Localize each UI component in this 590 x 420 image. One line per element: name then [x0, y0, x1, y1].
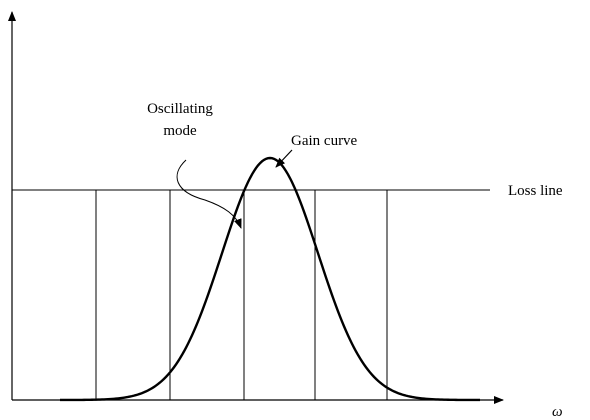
gain-pointer: [275, 149, 293, 168]
mode-pointer: [176, 159, 242, 229]
mode-label: Oscillating: [147, 101, 213, 117]
loss-label: Loss line: [508, 183, 563, 199]
mode-label: mode: [163, 123, 197, 139]
x-axis-label: ω: [552, 404, 563, 420]
mode-lines: [95, 190, 388, 400]
gain-label: Gain curve: [291, 133, 358, 149]
gain-curve: [60, 156, 480, 402]
